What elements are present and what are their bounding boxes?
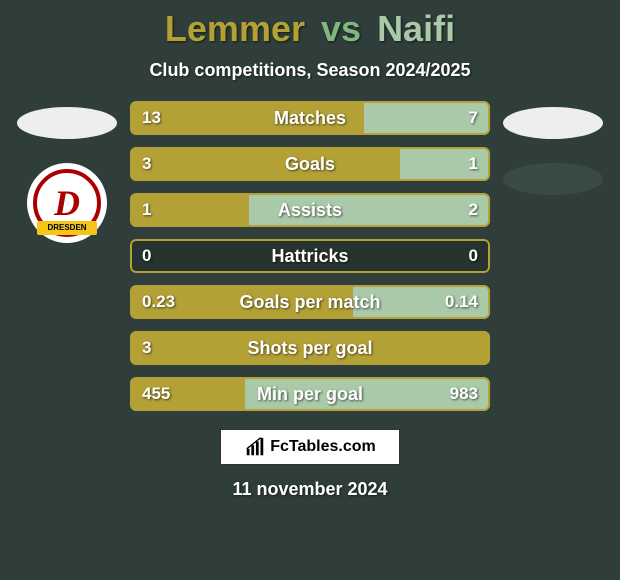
stat-bar: 137Matches <box>130 101 490 135</box>
club-logo-letter: D <box>54 182 80 224</box>
chart-icon <box>244 436 266 458</box>
flag-oval-right-1 <box>503 107 603 139</box>
stat-label: Goals per match <box>130 292 490 313</box>
stats-bars-column: 137Matches 31Goals 12Assists 00Hattricks 0.2… <box>130 101 490 411</box>
stat-label: Matches <box>130 108 490 129</box>
date-text: 11 november 2024 <box>0 479 620 500</box>
club-logo-inner: D DRESDEN <box>33 169 101 237</box>
stat-bar: 12Assists <box>130 193 490 227</box>
flag-oval-right-2 <box>503 163 603 195</box>
subtitle: Club competitions, Season 2024/2025 <box>0 60 620 81</box>
stat-label: Shots per goal <box>130 338 490 359</box>
stat-bar: 3Shots per goal <box>130 331 490 365</box>
stat-label: Min per goal <box>130 384 490 405</box>
club-logo-banner: DRESDEN <box>37 221 97 235</box>
stat-label: Hattricks <box>130 246 490 267</box>
comparison-title: Lemmer vs Naifi <box>0 8 620 50</box>
left-side-column: D DRESDEN <box>12 101 122 243</box>
player1-name: Lemmer <box>165 8 305 49</box>
footer-logo: FcTables.com <box>220 429 400 465</box>
club-logo-left: D DRESDEN <box>27 163 107 243</box>
stat-label: Goals <box>130 154 490 175</box>
footer-logo-text: FcTables.com <box>270 438 376 456</box>
player2-name: Naifi <box>377 8 455 49</box>
stat-bar: 00Hattricks <box>130 239 490 273</box>
stat-bar: 0.230.14Goals per match <box>130 285 490 319</box>
infographic-container: Lemmer vs Naifi Club competitions, Seaso… <box>0 0 620 580</box>
main-row: D DRESDEN 137Matches 31Goals 12Assists 00Ha… <box>0 101 620 411</box>
stat-bar: 31Goals <box>130 147 490 181</box>
flag-oval-left <box>17 107 117 139</box>
stat-bar: 455983Min per goal <box>130 377 490 411</box>
stat-label: Assists <box>130 200 490 221</box>
right-side-column <box>498 101 608 195</box>
vs-text: vs <box>321 8 361 49</box>
